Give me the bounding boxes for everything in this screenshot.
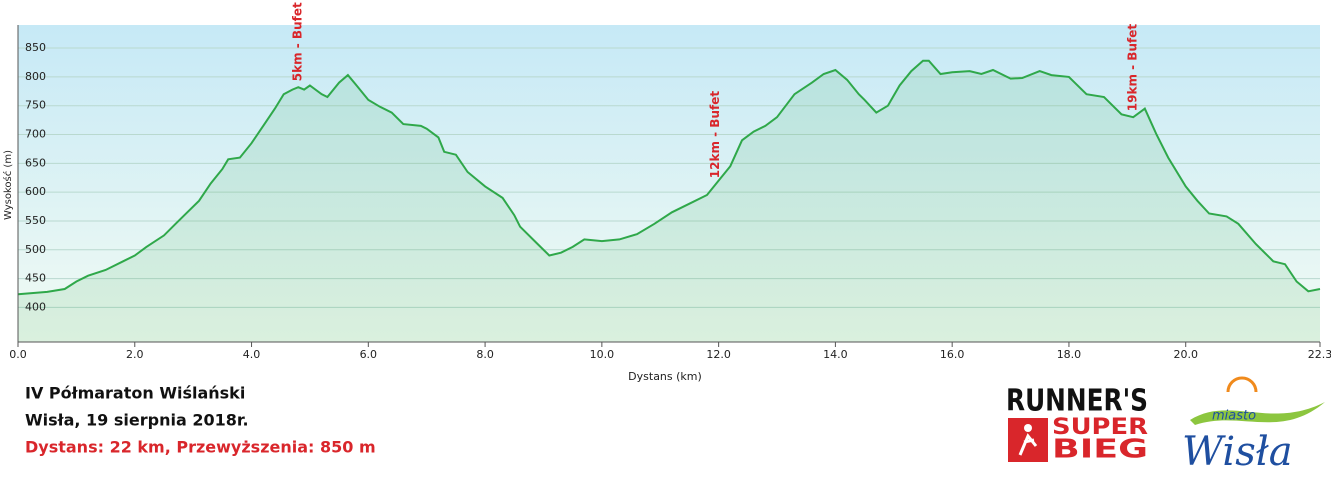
y-tick-label: 450: [25, 272, 46, 285]
logo-text: BIEG: [1052, 435, 1148, 465]
y-tick-label: 550: [25, 214, 46, 227]
runners-logo: RUNNER'S SUPER BIEG: [1006, 384, 1148, 465]
x-tick-label: 12.0: [706, 348, 731, 361]
x-tick-label: 4.0: [243, 348, 261, 361]
y-tick-label: 400: [25, 300, 46, 313]
y-tick-label: 750: [25, 99, 46, 112]
y-tick-label: 500: [25, 243, 46, 256]
caption-title: IV Półmaraton Wiślański: [25, 384, 245, 403]
y-tick-label: 800: [25, 70, 46, 83]
logo-swoosh: [1190, 402, 1325, 425]
x-tick-label: 16.0: [940, 348, 965, 361]
x-tick-label: 14.0: [823, 348, 848, 361]
profile-line: [17, 59, 1321, 296]
x-tick-label: 8.0: [476, 348, 494, 361]
wisla-logo: miasto Wisła: [1182, 376, 1325, 475]
y-axis-title: Wysokość (m): [2, 150, 14, 220]
x-axis-title: Dystans (km): [628, 370, 702, 383]
x-tick-label: 22.3: [1308, 348, 1331, 361]
caption-date: Wisła, 19 sierpnia 2018r.: [25, 411, 249, 430]
logo-runner: [1018, 433, 1038, 456]
logo-text: Wisła: [1182, 429, 1293, 475]
logo-text: SUPER: [1052, 415, 1148, 440]
plot-background: [18, 25, 1320, 342]
area-fill: [18, 60, 1320, 342]
x-tick-label: 18.0: [1057, 348, 1082, 361]
annotation: 19km - Bufet: [1126, 24, 1140, 112]
plot-layer: [17, 47, 1321, 342]
y-tick-label: 850: [25, 41, 46, 54]
annotation: 5km - Bufet: [291, 2, 305, 81]
logo-runner: [1024, 424, 1032, 432]
x-tick-label: 0.0: [9, 348, 27, 361]
logo-sun: [1226, 376, 1258, 393]
y-tick-label: 600: [25, 185, 46, 198]
x-tick-label: 6.0: [360, 348, 378, 361]
y-tick-label: 650: [25, 156, 46, 169]
annotation: 12km - Bufet: [708, 91, 722, 179]
y-tick-label: 700: [25, 128, 46, 141]
x-tick-label: 20.0: [1173, 348, 1198, 361]
caption-stats: Dystans: 22 km, Przewyższenia: 850 m: [25, 438, 376, 457]
x-tick-label: 2.0: [126, 348, 144, 361]
x-tick-label: 10.0: [590, 348, 615, 361]
logo-text: RUNNER'S: [1006, 384, 1148, 419]
logo-text: miasto: [1212, 409, 1256, 424]
